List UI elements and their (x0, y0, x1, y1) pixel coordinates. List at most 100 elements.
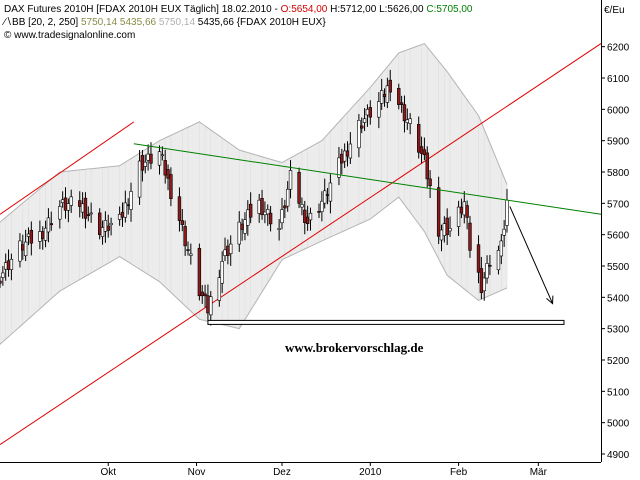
open-value: O:5654,00 (280, 4, 328, 15)
candle-body (123, 202, 128, 218)
candle-body (422, 149, 427, 156)
candle-body (357, 120, 361, 149)
x-tick-label: Nov (188, 467, 206, 478)
candle-body (43, 227, 48, 241)
candle-body (379, 90, 384, 104)
y-tick-label: 5300 (607, 325, 630, 336)
candle-body (417, 124, 421, 153)
y-tick-label: 5900 (607, 137, 630, 148)
y-tick-label: 5700 (607, 199, 630, 210)
candle-body (23, 241, 28, 257)
candle-body (385, 85, 390, 103)
candle-body (360, 125, 364, 129)
candle-body (200, 291, 204, 297)
candle-body (58, 206, 62, 220)
candle-body (129, 191, 133, 210)
axis-background (601, 0, 640, 480)
candle-body (408, 118, 412, 124)
candle-body (399, 102, 404, 105)
x-tick-label: Dez (273, 467, 291, 478)
candle-body (479, 268, 484, 293)
y-tick-label: 6200 (607, 43, 630, 54)
candle-body (428, 178, 432, 187)
candle-body (337, 157, 341, 178)
candle-body (9, 258, 14, 270)
candle-body (157, 151, 162, 166)
arrow-line (509, 206, 554, 304)
candle-body (382, 93, 387, 98)
x-tick-label: Feb (450, 467, 468, 478)
candle-body (496, 250, 501, 271)
candle-body (140, 155, 145, 171)
candle-body (328, 182, 333, 202)
bb-icon: ∕∖ (4, 17, 13, 28)
x-tick-label: Mär (530, 467, 548, 478)
candle-body (66, 203, 71, 211)
candle-body (476, 244, 481, 273)
candle-body (442, 223, 447, 236)
candle-body (3, 262, 8, 270)
candle-body (149, 153, 153, 164)
candle-body (320, 200, 324, 212)
candle-body (143, 161, 147, 167)
upper-red-trendline (0, 121, 135, 215)
candle-body (223, 249, 227, 256)
candle-body (402, 104, 407, 122)
y-tick-label: 5100 (607, 387, 630, 398)
bb-high-value: 5750,14 (156, 17, 196, 28)
candle-body (217, 277, 222, 301)
candle-body (468, 222, 472, 251)
candle-body (237, 221, 241, 245)
candle-body (419, 146, 424, 154)
candle-body (203, 293, 207, 297)
candle-body (106, 225, 110, 231)
candle-body (169, 174, 173, 199)
currency-label: €/Eu (604, 5, 625, 16)
bb-low-value: 5435,66 (117, 17, 157, 28)
candle-body (78, 200, 82, 207)
candle-body (266, 209, 270, 215)
candle-body (405, 119, 410, 124)
candle-body (209, 296, 213, 316)
y-tick-label: 4900 (607, 450, 630, 461)
candle-body (260, 198, 264, 216)
candle-body (220, 260, 224, 284)
y-tick-label: 5800 (607, 168, 630, 179)
candle-body (465, 205, 469, 218)
candle-body (283, 205, 287, 209)
candle-body (439, 229, 444, 241)
candle-body (482, 277, 486, 292)
candle-body (100, 227, 105, 237)
candle-body (41, 231, 45, 239)
candle-body (342, 150, 347, 162)
candle-body (300, 204, 304, 208)
candle-body (226, 245, 230, 256)
candle-body (499, 240, 504, 257)
candle-body (163, 160, 167, 176)
candle-body (305, 216, 310, 224)
candle-body (257, 199, 261, 214)
candle-body (436, 187, 441, 237)
candle-body (425, 152, 429, 180)
candle-body (183, 226, 187, 247)
candle-body (189, 253, 193, 256)
bb-suffix: 5435,66 {FDAX 2010H EUX} (195, 17, 326, 28)
candle-body (229, 243, 233, 254)
candle-body (323, 190, 327, 204)
candle-body (280, 209, 284, 224)
candle-body (340, 153, 344, 164)
candle-body (505, 199, 509, 226)
candle-body (29, 229, 34, 244)
candle-body (488, 264, 492, 267)
candle-body (303, 209, 307, 223)
candle-body (368, 107, 372, 118)
candle-body (246, 209, 250, 226)
candle-body (83, 197, 88, 219)
candle-body (365, 109, 370, 116)
high-low-values: H:5712,00 L:5626,00 (327, 4, 427, 15)
watermark: www.brokervorschlag.de (285, 340, 424, 355)
support-line (207, 319, 565, 325)
candle-body (117, 214, 122, 220)
